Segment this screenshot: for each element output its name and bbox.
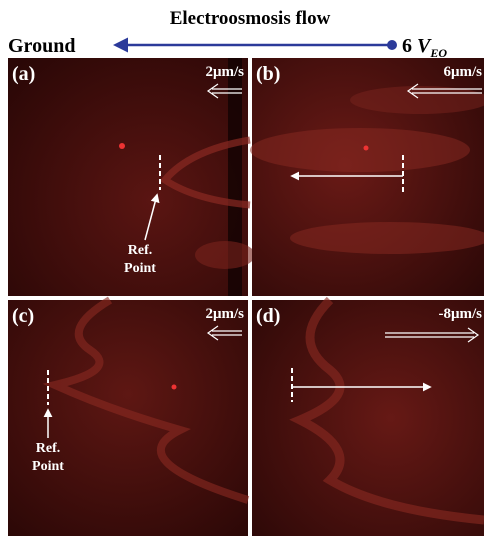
ground-label: Ground: [8, 35, 75, 57]
figure: Electroosmosis flow Ground 6 VEO (a) 2μm…: [0, 0, 484, 536]
speed-label: 2μm/s: [205, 306, 244, 322]
annotation: Point: [124, 261, 156, 276]
annotation: Ref.: [128, 243, 153, 258]
panel-label: (b): [256, 63, 280, 85]
header-title: Electroosmosis flow: [170, 8, 331, 29]
annotation: Point: [32, 459, 64, 474]
voltage-subscript: EO: [429, 46, 447, 60]
panel-b: (b) 6μm/s: [250, 58, 484, 296]
panel-d: (d) -8μm/s: [252, 300, 484, 536]
panel-a: (a) 2μm/s Ref. Point: [8, 58, 255, 296]
speed-label: 2μm/s: [205, 64, 244, 80]
flow-dot: [387, 40, 397, 50]
speed-label: -8μm/s: [439, 306, 483, 322]
panel-label: (c): [12, 305, 34, 327]
panel-label: (d): [256, 305, 280, 327]
panel-label: (a): [12, 63, 35, 85]
voltage-label: 6 VEO: [402, 35, 447, 60]
speed-label: 6μm/s: [443, 64, 482, 80]
voltage-number: 6: [402, 35, 412, 57]
annotation: Ref.: [36, 441, 61, 456]
panel-c: (c) 2μm/s Ref. Point: [8, 300, 248, 536]
